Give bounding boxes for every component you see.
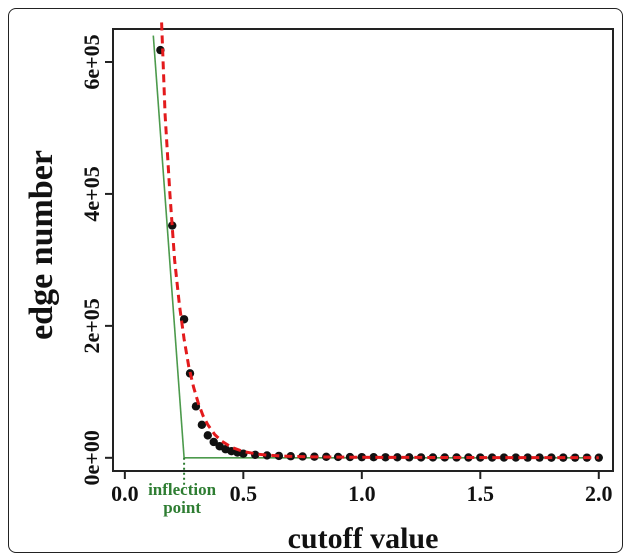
data-point bbox=[262, 451, 272, 460]
data-point bbox=[369, 453, 378, 462]
inflection-point-label: inflection bbox=[148, 480, 217, 499]
y-axis-label: edge number bbox=[23, 150, 60, 340]
data-point bbox=[168, 221, 177, 230]
y-tick-label: 4e+05 bbox=[79, 166, 104, 221]
data-point bbox=[511, 453, 521, 462]
fitted-curve bbox=[160, 22, 599, 460]
data-point bbox=[239, 449, 248, 458]
data-point bbox=[197, 420, 207, 430]
y-tick-label: 0e+00 bbox=[79, 430, 104, 485]
data-point bbox=[499, 453, 509, 462]
data-point bbox=[487, 453, 497, 462]
tangent-line bbox=[152, 35, 185, 458]
x-tick-label: 2.0 bbox=[585, 481, 613, 506]
data-point bbox=[523, 453, 532, 462]
data-point bbox=[357, 452, 367, 462]
x-axis-label: cutoff value bbox=[288, 522, 439, 555]
inflection-point-label: point bbox=[163, 498, 201, 517]
data-point bbox=[209, 437, 218, 447]
data-point bbox=[393, 453, 402, 462]
data-point bbox=[381, 453, 390, 462]
figure-frame bbox=[8, 8, 623, 553]
data-point bbox=[535, 453, 544, 462]
y-tick-label: 2e+05 bbox=[79, 298, 104, 353]
data-point bbox=[203, 431, 212, 440]
y-tick-label: 6e+05 bbox=[79, 34, 104, 89]
x-tick-label: 0.0 bbox=[111, 481, 139, 506]
y-axis: 0e+00 2e+05 4e+05 6e+05 bbox=[79, 34, 113, 485]
x-tick-label: 0.5 bbox=[230, 481, 258, 506]
x-axis: 0.0 0.5 1.0 1.5 2.0 bbox=[111, 471, 613, 506]
series-layer bbox=[152, 22, 603, 462]
plot-area bbox=[112, 28, 614, 472]
x-tick-label: 1.0 bbox=[348, 481, 376, 506]
x-tick-label: 1.5 bbox=[467, 481, 495, 506]
